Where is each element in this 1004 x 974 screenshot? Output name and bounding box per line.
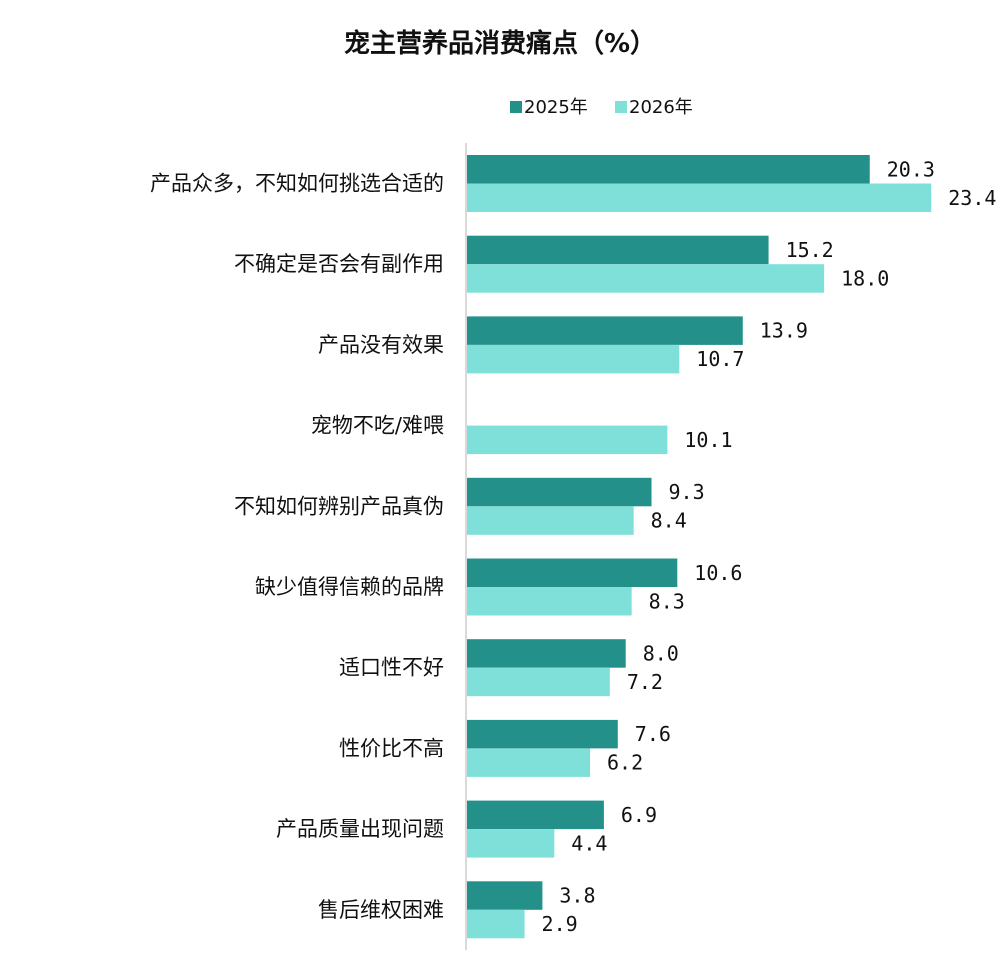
category-label: 不确定是否会有副作用 <box>234 252 444 276</box>
category-label: 缺少值得信赖的品牌 <box>255 575 444 599</box>
value-labels: 20.3 23.4 15.2 18.0 13.9 10.7 10.1 9.3 8.4 10.6 8.… <box>542 157 997 936</box>
bar-2026 <box>467 183 932 212</box>
data-label: 8.3 <box>649 589 685 613</box>
bar-2025 <box>467 639 626 668</box>
category-label: 性价比不高 <box>339 736 444 760</box>
category-label: 不知如何辨别产品真伪 <box>234 494 444 518</box>
legend-swatch-1 <box>510 101 522 113</box>
category-label: 产品质量出现问题 <box>276 817 444 841</box>
bar-2026 <box>467 344 680 374</box>
data-label: 6.2 <box>607 751 643 775</box>
data-label: 7.2 <box>627 670 663 694</box>
data-label: 4.4 <box>571 831 607 855</box>
data-label: 10.1 <box>684 428 732 452</box>
chart-title: 宠主营养品消费痛点（%） <box>344 28 656 59</box>
chart-legend: 2025年 2026年 <box>510 97 693 118</box>
data-label: 3.8 <box>559 884 595 908</box>
bars <box>467 155 932 939</box>
bar-2025 <box>467 558 678 587</box>
category-label: 宠物不吃/难喂 <box>311 414 444 438</box>
data-label: 8.4 <box>651 509 687 533</box>
bar-2026 <box>467 587 632 616</box>
bar-2026 <box>467 667 610 697</box>
data-label: 18.0 <box>841 266 889 290</box>
bar-2026 <box>467 748 591 777</box>
bar-2026 <box>467 264 825 293</box>
legend-label-2: 2026年 <box>629 97 693 118</box>
legend-label-1: 2025年 <box>524 97 588 118</box>
bar-2026 <box>467 829 555 858</box>
data-label: 6.9 <box>621 803 657 827</box>
bar-2025 <box>467 881 543 910</box>
data-label: 9.3 <box>669 480 705 504</box>
bar-2025 <box>467 477 652 507</box>
data-label: 8.0 <box>643 641 679 665</box>
bar-2026 <box>467 909 525 939</box>
bar-2026 <box>467 506 634 535</box>
data-label: 15.2 <box>786 238 834 262</box>
data-label: 2.9 <box>542 912 578 936</box>
data-label: 10.6 <box>694 561 742 585</box>
category-label: 适口性不好 <box>339 656 444 680</box>
data-label: 7.6 <box>635 722 671 746</box>
bar-2026 <box>467 425 668 455</box>
category-labels: 产品众多，不知如何挑选合适的不确定是否会有副作用产品没有效果宠物不吃/难喂不知如… <box>150 172 444 922</box>
data-label: 10.7 <box>696 347 744 371</box>
bar-2025 <box>467 316 743 345</box>
bar-2025 <box>467 719 618 749</box>
category-label: 产品没有效果 <box>318 333 444 357</box>
bar-2025 <box>467 235 769 265</box>
data-label: 13.9 <box>760 319 808 343</box>
bar-2025 <box>467 800 604 830</box>
data-label: 20.3 <box>887 157 935 181</box>
legend-swatch-2 <box>615 101 627 113</box>
bar-2025 <box>467 155 870 184</box>
category-label: 产品众多，不知如何挑选合适的 <box>150 172 444 196</box>
data-label: 23.4 <box>948 186 996 210</box>
category-label: 售后维权困难 <box>318 898 444 922</box>
